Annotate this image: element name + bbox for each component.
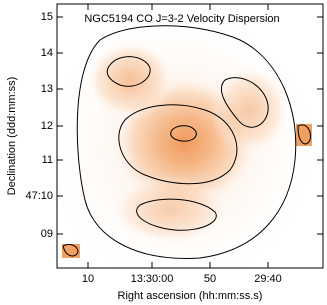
plot-frame: [56, 3, 324, 269]
y-tick-label: 09: [41, 228, 53, 240]
emission-map: [57, 4, 323, 268]
y-tick-label: 15: [41, 11, 53, 23]
ticks: 10 13:30:00 50 29:40 15 14 13 12 11 47:10 09: [25, 4, 323, 285]
y-tick-label: 11: [42, 154, 53, 166]
x-axis-label: Right ascension (hh:mm:ss.s): [118, 290, 263, 302]
y-axis-label: Declination (ddd:mm:ss): [6, 77, 18, 196]
x-tick-label: 29:40: [254, 273, 282, 285]
y-tick-label: 47:10: [25, 190, 53, 202]
x-tick-label: 13:30:00: [131, 273, 174, 285]
chart-title: NGC5194 CO J=3-2 Velocity Dispersion: [84, 13, 279, 25]
y-tick-label: 13: [41, 83, 53, 95]
x-tick-label: 10: [82, 273, 94, 285]
y-tick-label: 14: [41, 47, 53, 59]
y-tick-label: 12: [41, 120, 53, 132]
x-tick-label: 50: [204, 273, 216, 285]
